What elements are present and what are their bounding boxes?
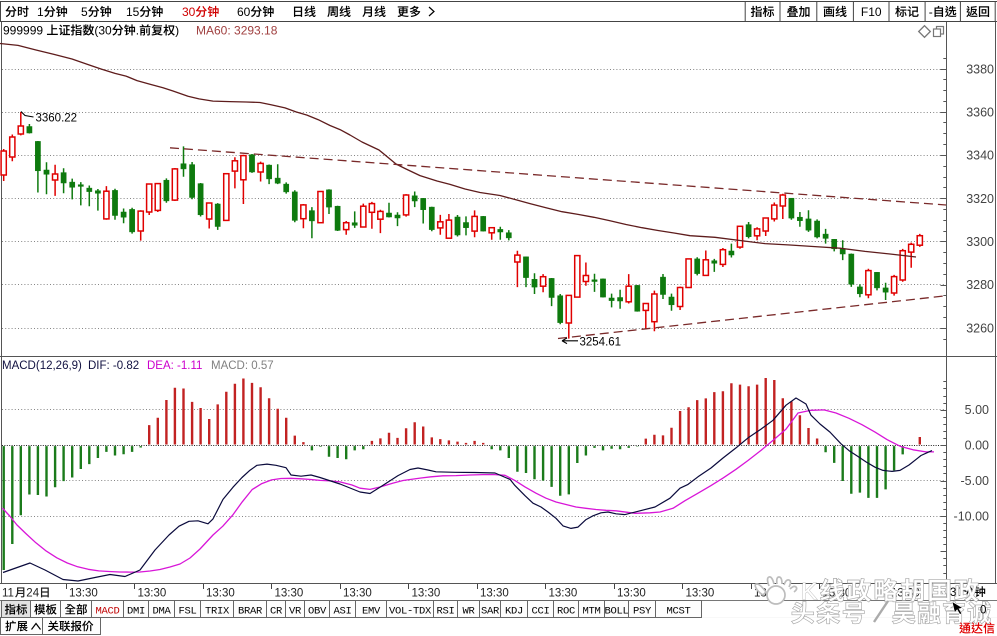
svg-text:-: -: [929, 5, 933, 19]
svg-text:CCI: CCI: [531, 605, 549, 617]
svg-text:BRAR: BRAR: [238, 605, 263, 617]
svg-text:VR: VR: [289, 605, 302, 617]
svg-text:3280: 3280: [966, 278, 994, 292]
svg-text:EMV: EMV: [362, 605, 381, 617]
svg-text:-10.00: -10.00: [954, 509, 989, 523]
svg-text:3320: 3320: [966, 192, 994, 206]
svg-text:): ): [175, 24, 179, 38]
svg-text:VOL-TDX: VOL-TDX: [389, 605, 432, 617]
svg-text:DMI: DMI: [127, 605, 145, 617]
svg-text:3380: 3380: [966, 62, 994, 76]
svg-text:(30: (30: [94, 24, 112, 38]
svg-text:-5.00: -5.00: [961, 474, 990, 488]
svg-text:CR: CR: [270, 605, 283, 617]
svg-text:13:30: 13:30: [412, 588, 441, 600]
svg-text:3260: 3260: [966, 321, 994, 335]
svg-text:1: 1: [37, 5, 44, 19]
svg-text:0: 0: [980, 605, 986, 617]
svg-text:MACD(12,26,9): MACD(12,26,9): [2, 360, 82, 372]
svg-text:MA60: 3293.18: MA60: 3293.18: [196, 24, 278, 38]
svg-text:13:30: 13:30: [206, 588, 235, 600]
svg-text:K: K: [801, 579, 818, 606]
svg-text:MACD: MACD: [95, 605, 119, 617]
svg-text:13:30: 13:30: [69, 588, 98, 600]
svg-text:.: .: [136, 24, 139, 38]
svg-text:3360.22: 3360.22: [36, 113, 78, 125]
svg-text:RSI: RSI: [436, 605, 454, 617]
svg-text:BOLL: BOLL: [604, 605, 628, 617]
svg-text:13:30: 13:30: [617, 588, 646, 600]
svg-text:F10: F10: [861, 5, 882, 19]
svg-text:TRIX: TRIX: [205, 605, 230, 617]
svg-text:MACD: 0.57: MACD: 0.57: [211, 360, 274, 372]
svg-text:3340: 3340: [966, 149, 994, 163]
svg-text:ROC: ROC: [557, 605, 575, 617]
svg-text:13:30: 13:30: [138, 588, 167, 600]
svg-text:WR: WR: [462, 605, 475, 617]
svg-text:13:30: 13:30: [343, 588, 372, 600]
svg-text:11: 11: [2, 588, 14, 600]
svg-text:ASI: ASI: [333, 605, 351, 617]
svg-text:DIF: -0.82: DIF: -0.82: [88, 360, 139, 372]
svg-text:3300: 3300: [966, 235, 994, 249]
svg-text:3254.61: 3254.61: [580, 337, 622, 349]
svg-text:KDJ: KDJ: [505, 605, 523, 617]
svg-text:15: 15: [126, 5, 140, 19]
svg-text:MTM: MTM: [582, 605, 600, 617]
svg-text:999999: 999999: [3, 24, 43, 38]
svg-text:3360: 3360: [966, 106, 994, 120]
svg-text:DEA: -1.11: DEA: -1.11: [147, 360, 202, 372]
svg-text:60: 60: [237, 5, 251, 19]
svg-text:SAR: SAR: [481, 605, 500, 617]
svg-text:24: 24: [26, 588, 39, 600]
svg-text:FSL: FSL: [178, 605, 196, 617]
svg-text:13:30: 13:30: [480, 588, 509, 600]
svg-text:30: 30: [182, 5, 196, 19]
svg-text:13:30: 13:30: [275, 588, 304, 600]
svg-text:MCST: MCST: [666, 605, 690, 617]
svg-text:0.00: 0.00: [965, 439, 989, 453]
svg-text:OBV: OBV: [308, 605, 327, 617]
svg-text:PSY: PSY: [633, 605, 652, 617]
svg-text:13:30: 13:30: [549, 588, 578, 600]
svg-text:13:30: 13:30: [686, 588, 715, 600]
svg-text:5.00: 5.00: [965, 403, 989, 417]
svg-text:DMA: DMA: [152, 605, 171, 617]
svg-text:5: 5: [81, 5, 88, 19]
